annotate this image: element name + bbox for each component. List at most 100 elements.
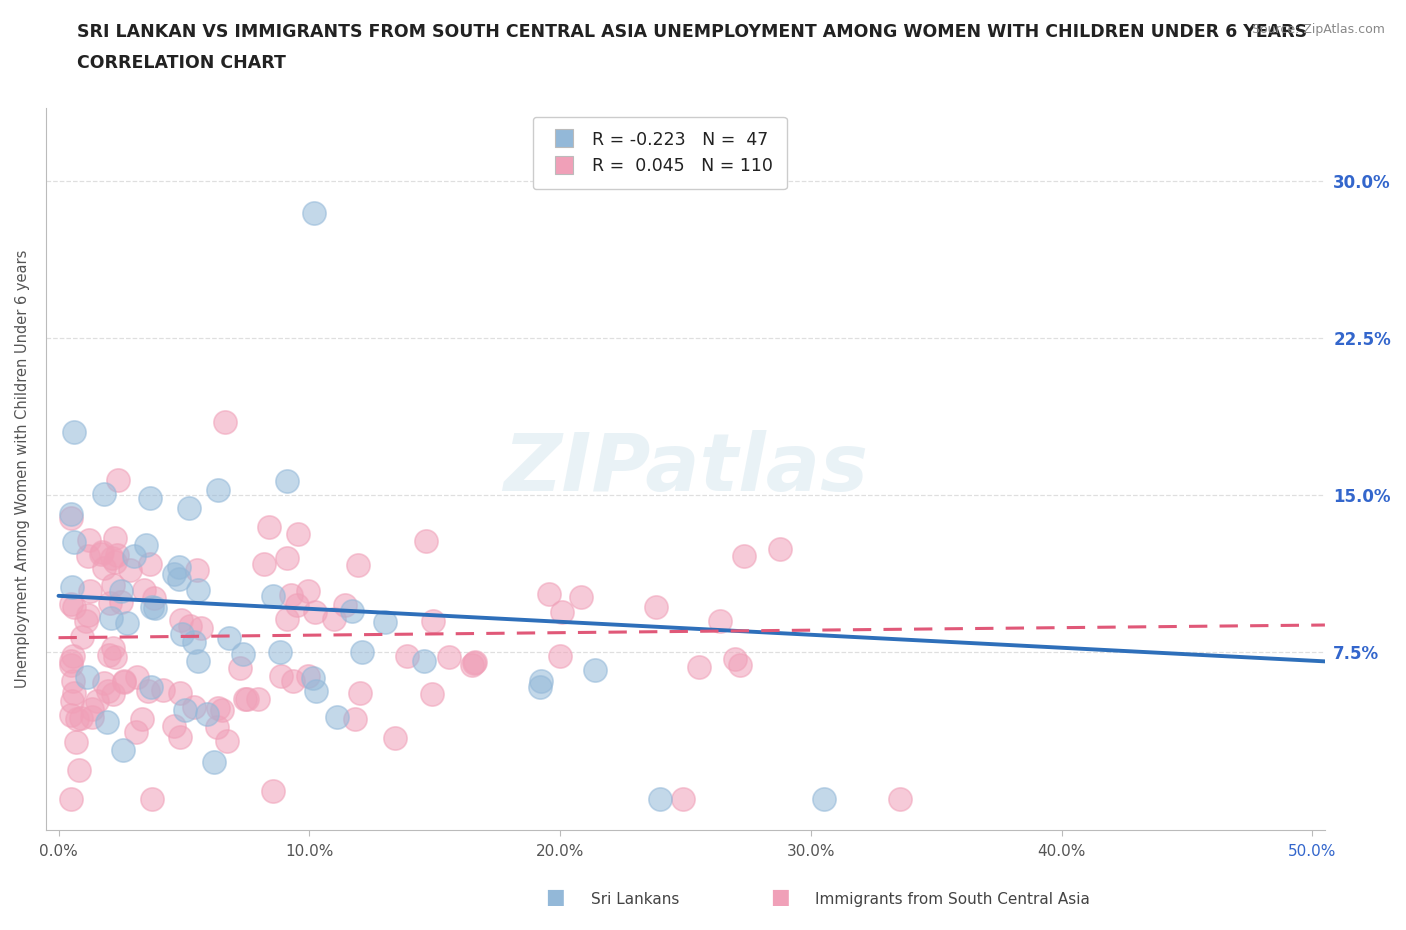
Point	[62, 649, 84, 664]
Point	[530, 673, 553, 688]
Point	[96, 714, 118, 729]
Point	[122, 549, 145, 564]
Point	[724, 652, 747, 667]
Text: ■: ■	[546, 886, 565, 907]
Point	[305, 684, 328, 698]
Point	[187, 583, 209, 598]
Point	[170, 613, 193, 628]
Point	[186, 653, 208, 668]
Point	[60, 658, 83, 672]
Point	[415, 533, 437, 548]
Point	[93, 486, 115, 501]
Text: Source: ZipAtlas.com: Source: ZipAtlas.com	[1251, 23, 1385, 36]
Point	[97, 684, 120, 699]
Text: ZIPatlas: ZIPatlas	[503, 431, 868, 508]
Point	[75, 614, 97, 629]
Point	[412, 654, 434, 669]
Point	[202, 754, 225, 769]
Point	[101, 686, 124, 701]
Point	[101, 551, 124, 565]
Point	[167, 572, 190, 587]
Point	[349, 685, 371, 700]
Point	[90, 546, 112, 561]
Point	[136, 684, 159, 698]
Point	[232, 646, 254, 661]
Text: Immigrants from South Central Asia: Immigrants from South Central Asia	[815, 892, 1091, 907]
Point	[66, 711, 89, 726]
Point	[276, 551, 298, 565]
Point	[326, 710, 349, 724]
Point	[585, 663, 607, 678]
Point	[143, 591, 166, 605]
Point	[374, 615, 396, 630]
Point	[276, 611, 298, 626]
Text: SRI LANKAN VS IMMIGRANTS FROM SOUTH CENTRAL ASIA UNEMPLOYMENT AMONG WOMEN WITH C: SRI LANKAN VS IMMIGRANTS FROM SOUTH CENT…	[77, 23, 1308, 41]
Point	[352, 644, 374, 659]
Point	[60, 507, 83, 522]
Point	[347, 558, 370, 573]
Point	[302, 671, 325, 685]
Point	[105, 547, 128, 562]
Point	[709, 614, 731, 629]
Point	[169, 729, 191, 744]
Point	[152, 683, 174, 698]
Point	[214, 415, 236, 430]
Point	[100, 611, 122, 626]
Point	[141, 791, 163, 806]
Point	[207, 719, 229, 734]
Point	[889, 791, 911, 806]
Point	[93, 675, 115, 690]
Point	[174, 703, 197, 718]
Point	[110, 583, 132, 598]
Point	[285, 597, 308, 612]
Point	[112, 742, 135, 757]
Point	[65, 735, 87, 750]
Point	[276, 474, 298, 489]
Point	[141, 679, 163, 694]
Point	[183, 699, 205, 714]
Point	[135, 538, 157, 552]
Point	[183, 634, 205, 649]
Legend: R = -0.223   N =  47, R =  0.045   N = 110: R = -0.223 N = 47, R = 0.045 N = 110	[533, 116, 787, 189]
Point	[335, 598, 357, 613]
Point	[211, 702, 233, 717]
Point	[70, 630, 93, 644]
Point	[125, 724, 148, 739]
Point	[62, 425, 84, 440]
Point	[269, 644, 291, 659]
Point	[190, 620, 212, 635]
Point	[104, 531, 127, 546]
Point	[101, 578, 124, 592]
Point	[67, 763, 90, 777]
Point	[60, 579, 83, 594]
Point	[101, 640, 124, 655]
Point	[77, 549, 100, 564]
Point	[63, 534, 86, 549]
Point	[62, 685, 84, 700]
Point	[769, 541, 792, 556]
Point	[86, 694, 108, 709]
Point	[229, 661, 252, 676]
Point	[98, 595, 121, 610]
Point	[218, 631, 240, 645]
Point	[648, 791, 671, 806]
Point	[257, 520, 280, 535]
Point	[304, 206, 326, 220]
Point	[127, 670, 149, 684]
Point	[169, 685, 191, 700]
Point	[177, 500, 200, 515]
Point	[70, 711, 93, 725]
Point	[139, 491, 162, 506]
Point	[143, 600, 166, 615]
Point	[195, 706, 218, 721]
Point	[233, 691, 256, 706]
Point	[262, 589, 284, 604]
Point	[60, 653, 83, 668]
Point	[179, 618, 201, 633]
Point	[60, 511, 83, 525]
Point	[270, 669, 292, 684]
Point	[253, 556, 276, 571]
Point	[98, 648, 121, 663]
Point	[60, 693, 83, 708]
Point	[420, 687, 443, 702]
